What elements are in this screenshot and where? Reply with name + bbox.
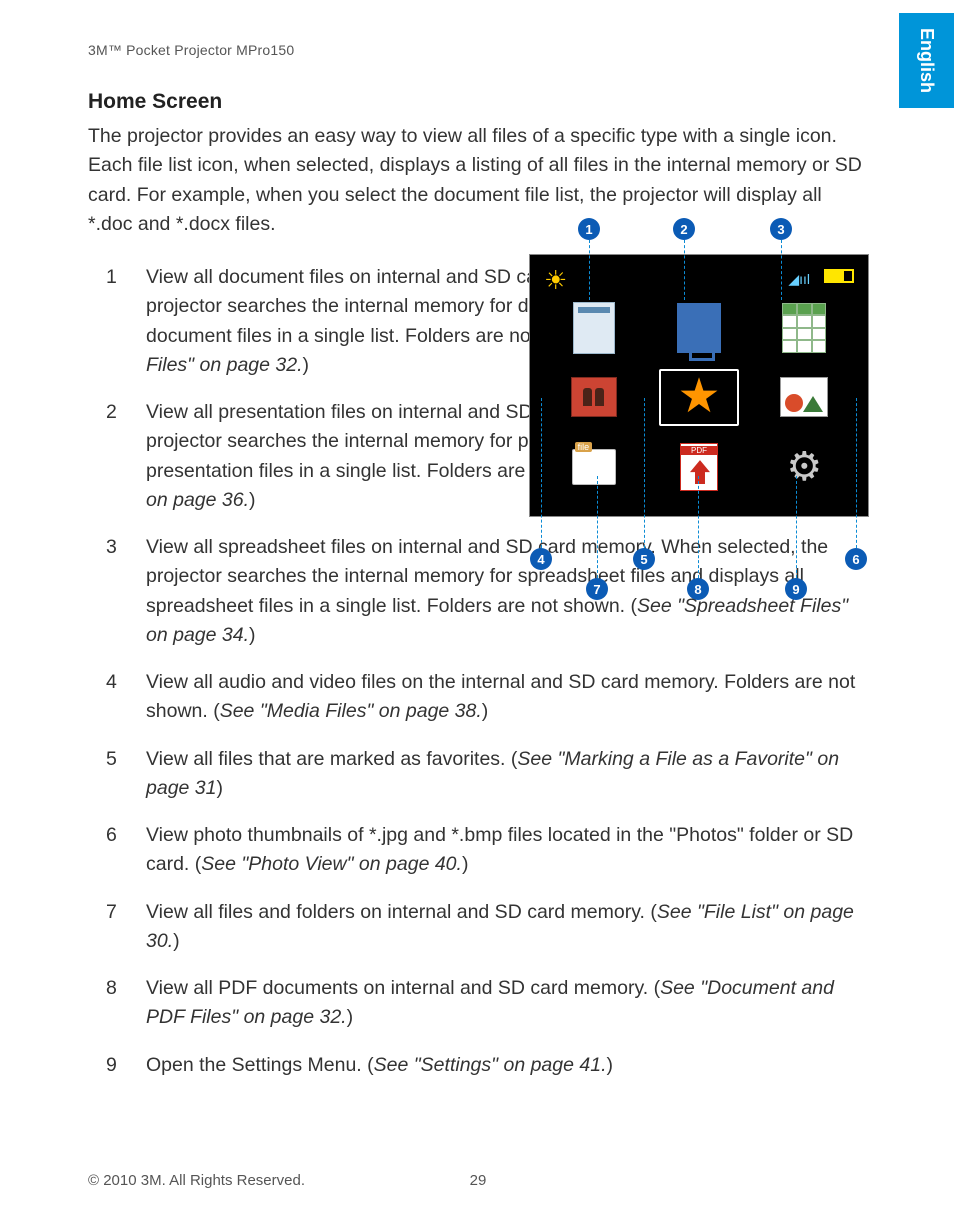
- icon-files: [554, 438, 633, 496]
- page-footer: © 2010 3M. All Rights Reserved. 29: [88, 1172, 868, 1189]
- list-item-desc: View all files and folders on internal a…: [146, 898, 868, 957]
- icon-settings: ⚙: [765, 438, 844, 496]
- list-item-desc: View all PDF documents on internal and S…: [146, 974, 868, 1033]
- callout-4: 4: [530, 548, 552, 570]
- list-item-number: 2: [88, 398, 146, 515]
- list-item-desc: View photo thumbnails of *.jpg and *.bmp…: [146, 821, 868, 880]
- list-item-number: 4: [88, 668, 146, 727]
- callout-9: 9: [785, 578, 807, 600]
- callout-3: 3: [770, 218, 792, 240]
- header-product: 3M™ Pocket Projector MPro150: [88, 42, 294, 58]
- icon-presentations: [659, 299, 738, 357]
- callout-6: 6: [845, 548, 867, 570]
- icon-photos: [765, 369, 844, 427]
- brightness-icon: ☀: [544, 265, 567, 296]
- list-item-number: 6: [88, 821, 146, 880]
- list-item-number: 9: [88, 1051, 146, 1080]
- home-screen-diagram: 1 2 3 ☀ ◢ııl ★ ⚙ 4 5 6 7 8 9: [523, 218, 875, 618]
- list-item-desc: Open the Settings Menu. (See "Settings" …: [146, 1051, 868, 1080]
- callout-2: 2: [673, 218, 695, 240]
- callout-7: 7: [586, 578, 608, 600]
- list-item: 9Open the Settings Menu. (See "Settings"…: [88, 1051, 868, 1080]
- list-item: 4View all audio and video files on the i…: [88, 668, 868, 727]
- list-item: 6View photo thumbnails of *.jpg and *.bm…: [88, 821, 868, 880]
- page-number: 29: [470, 1172, 487, 1189]
- icon-media: [554, 369, 633, 427]
- icon-spreadsheets: [765, 299, 844, 357]
- battery-icon: [824, 269, 854, 283]
- icon-documents: [554, 299, 633, 357]
- list-item: 5View all files that are marked as favor…: [88, 745, 868, 804]
- callout-1: 1: [578, 218, 600, 240]
- list-item-desc: View all audio and video files on the in…: [146, 668, 868, 727]
- list-item-number: 3: [88, 533, 146, 650]
- list-item: 8View all PDF documents on internal and …: [88, 974, 868, 1033]
- copyright-text: © 2010 3M. All Rights Reserved.: [88, 1172, 305, 1189]
- callout-5: 5: [633, 548, 655, 570]
- list-item-desc: View all files that are marked as favori…: [146, 745, 868, 804]
- language-tab: English: [899, 13, 954, 108]
- list-item-number: 1: [88, 263, 146, 380]
- section-title: Home Screen: [88, 90, 868, 114]
- list-item-number: 7: [88, 898, 146, 957]
- projector-screen: ☀ ◢ııl ★ ⚙: [529, 254, 869, 517]
- list-item: 7View all files and folders on internal …: [88, 898, 868, 957]
- callout-8: 8: [687, 578, 709, 600]
- icon-favorites: ★: [659, 369, 738, 427]
- signal-icon: ◢ııl: [788, 271, 810, 288]
- list-item-number: 5: [88, 745, 146, 804]
- list-item-number: 8: [88, 974, 146, 1033]
